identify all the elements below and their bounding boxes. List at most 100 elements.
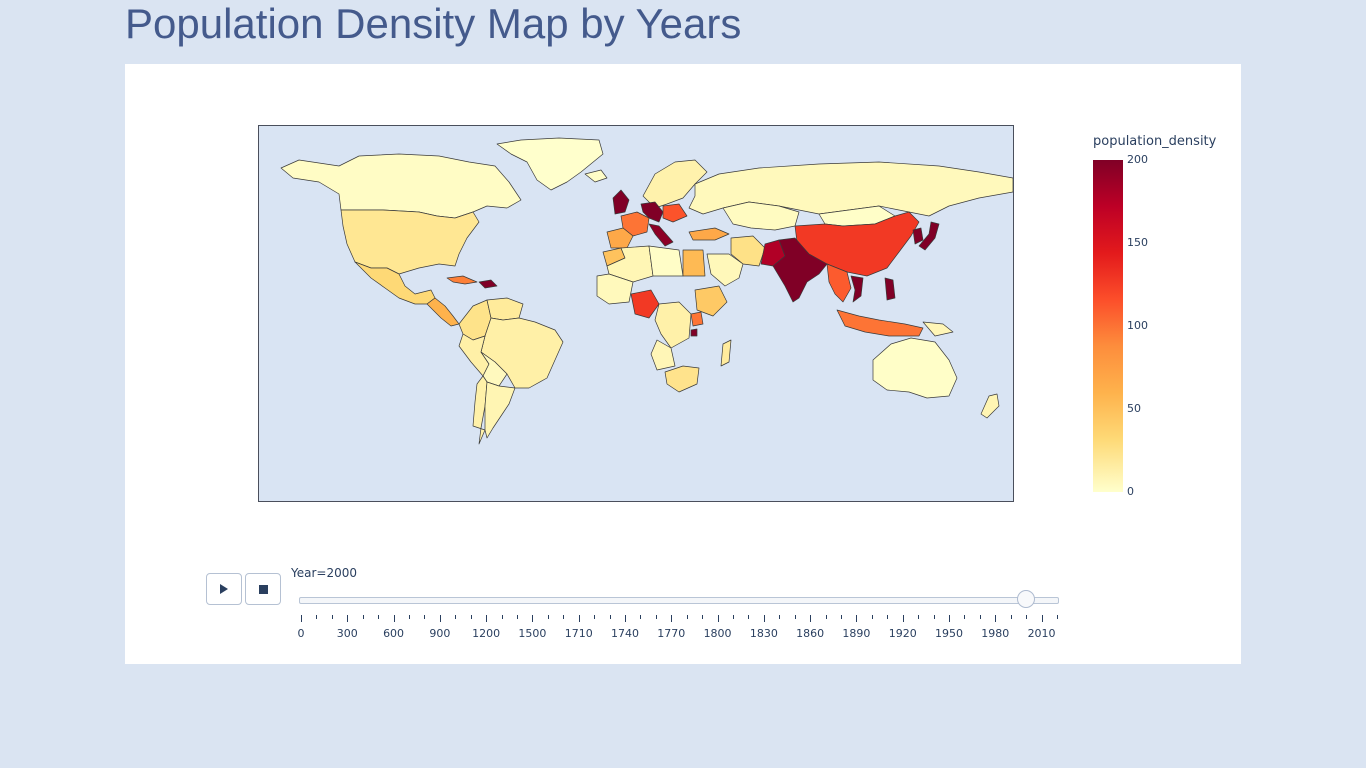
country-canada xyxy=(280,153,522,219)
slider-tick xyxy=(331,615,333,619)
slider-tick-label: 2010 xyxy=(1027,627,1056,640)
slider-tick xyxy=(347,615,349,622)
country-korea xyxy=(912,227,924,245)
country-argentina xyxy=(484,381,516,439)
slider-tick xyxy=(1041,615,1043,622)
slider-tick xyxy=(733,615,734,619)
country-japan xyxy=(918,221,940,251)
slider-tick-label: 1710 xyxy=(564,627,593,640)
slider-tick-label: 900 xyxy=(429,627,451,640)
slider-tick xyxy=(547,615,549,619)
slider-tick xyxy=(609,615,611,619)
slider-tick-label: 1500 xyxy=(518,627,547,640)
country-australia xyxy=(872,337,958,399)
slider-tick xyxy=(671,615,673,622)
slider-tick xyxy=(362,615,364,619)
country-ethiopia xyxy=(694,285,728,317)
slider-tick xyxy=(686,615,688,619)
colorbar-tick-label: 150 xyxy=(1127,236,1148,249)
slider-current-value: Year=2000 xyxy=(291,566,357,580)
slider-tick-label: 1740 xyxy=(611,627,639,640)
slider-tick-label: 1800 xyxy=(703,627,732,640)
year-slider-rail[interactable] xyxy=(299,597,1059,604)
country-central-america xyxy=(426,297,460,327)
slider-tick xyxy=(578,615,580,622)
country-scandinavia xyxy=(642,159,708,209)
page-title: Population Density Map by Years xyxy=(125,0,742,47)
slider-tick xyxy=(424,615,426,619)
country-new-zealand xyxy=(980,393,1000,419)
slider-tick xyxy=(655,615,657,619)
country-italy xyxy=(648,223,674,247)
slider-tick xyxy=(640,615,642,619)
slider-tick xyxy=(918,615,920,619)
colorbar-tick-label: 100 xyxy=(1127,319,1148,332)
country-philippines xyxy=(884,277,896,301)
slider-tick xyxy=(409,615,410,619)
slider-tick xyxy=(393,615,395,622)
slider-tick xyxy=(594,615,596,619)
slider-tick xyxy=(933,615,935,619)
country-united-kingdom xyxy=(612,189,630,215)
country-cuba xyxy=(446,275,478,285)
country-dr-congo xyxy=(654,301,692,349)
country-germany xyxy=(640,201,664,223)
colorbar-tick-label: 200 xyxy=(1127,153,1148,166)
country-mali xyxy=(596,273,634,305)
slider-tick-label: 600 xyxy=(383,627,405,640)
slider-tick xyxy=(902,615,904,622)
country-turkey xyxy=(688,227,730,241)
slider-tick-label: 1950 xyxy=(935,627,963,640)
country-south-africa xyxy=(664,365,700,393)
slider-tick xyxy=(1010,615,1012,619)
country-libya xyxy=(648,245,684,277)
slider-tick xyxy=(779,615,781,619)
slider-tick xyxy=(470,615,472,619)
play-button[interactable] xyxy=(206,573,242,605)
slider-tick xyxy=(316,615,318,619)
slider-tick xyxy=(455,615,457,619)
country-iran xyxy=(730,235,766,267)
country-india xyxy=(772,237,828,303)
slider-tick xyxy=(486,615,488,622)
colorbar-tick-label: 0 xyxy=(1127,485,1134,498)
country-egypt xyxy=(682,249,706,277)
slider-tick-label: 1890 xyxy=(842,627,871,640)
country-spain xyxy=(606,227,634,249)
country-indonesia xyxy=(836,309,924,337)
play-icon xyxy=(220,584,228,594)
slider-tick-label: 300 xyxy=(336,627,358,640)
slider-tick xyxy=(871,615,873,619)
slider-tick xyxy=(979,615,981,619)
country-nigeria xyxy=(630,289,660,319)
colorbar-gradient xyxy=(1093,160,1123,492)
slider-tick xyxy=(1057,615,1058,619)
slider-tick-label: 1830 xyxy=(749,627,778,640)
slider-tick xyxy=(625,615,626,622)
slider-tick xyxy=(810,615,812,622)
country-russia xyxy=(688,161,1013,217)
slider-tick xyxy=(949,615,950,622)
slider-tick xyxy=(1026,615,1028,619)
country-southeast-asia xyxy=(826,263,852,303)
map-canvas[interactable] xyxy=(259,126,1013,501)
country-angola xyxy=(650,339,676,371)
country-rwanda xyxy=(690,328,698,337)
stop-button[interactable] xyxy=(245,573,281,605)
country-mexico xyxy=(354,261,436,305)
year-slider-handle[interactable] xyxy=(1017,590,1036,608)
slider-tick xyxy=(887,615,889,619)
slider-tick-label: 1920 xyxy=(888,627,917,640)
country-iceland xyxy=(584,169,608,183)
colorbar-tick-label: 50 xyxy=(1127,402,1141,415)
slider-tick xyxy=(563,615,565,619)
country-greenland xyxy=(496,137,604,191)
slider-tick-label: 1860 xyxy=(796,627,825,640)
choropleth-map[interactable] xyxy=(258,125,1014,502)
slider-tick xyxy=(501,615,503,619)
country-venezuela xyxy=(486,297,524,321)
slider-tick xyxy=(717,615,719,622)
country-saudi-arabia xyxy=(706,253,744,287)
figure-panel: population_density 200 150 100 50 0 Year… xyxy=(125,64,1241,664)
slider-tick xyxy=(964,615,966,619)
